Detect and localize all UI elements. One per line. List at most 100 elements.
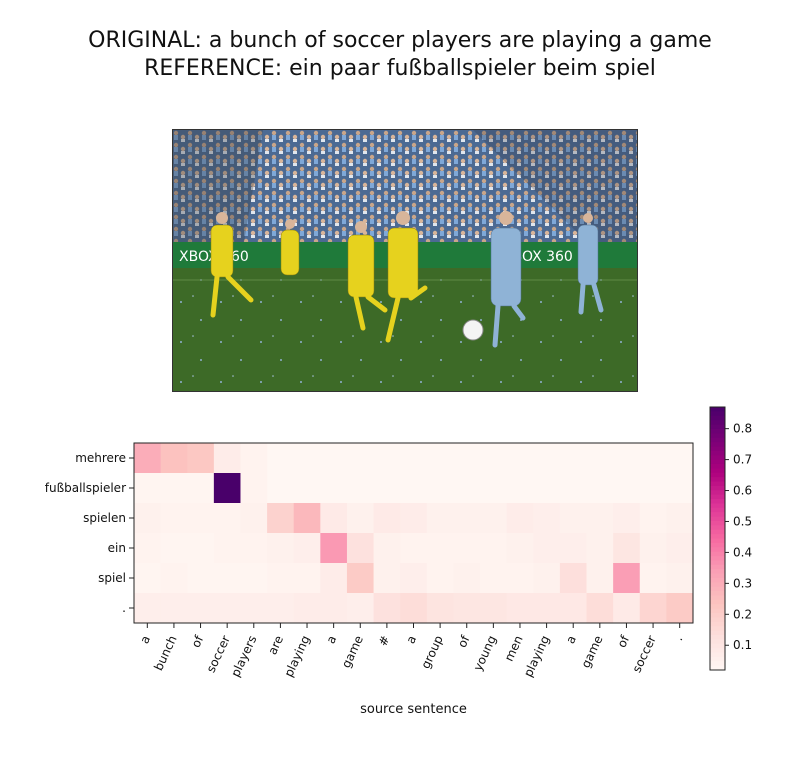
heatmap-cell (240, 563, 268, 594)
colorbar-segment (710, 520, 725, 526)
y-tick-label: mehrere (75, 451, 126, 465)
x-tick-label: a (403, 633, 419, 646)
heatmap-cell (426, 443, 454, 474)
heatmap-cell (426, 533, 454, 564)
colorbar-segment (710, 665, 725, 671)
heatmap-cell (480, 443, 508, 474)
colorbar-tick-label: 0.3 (733, 576, 752, 590)
heatmap-cell (160, 563, 188, 594)
heatmap-cell (187, 473, 215, 504)
heatmap-cell (613, 533, 641, 564)
colorbar-frame (709, 406, 726, 671)
heatmap-cell (586, 443, 614, 474)
x-tick-label: # (376, 633, 393, 648)
heatmap-cell (480, 593, 508, 624)
colorbar-segment (710, 595, 725, 601)
colorbar-segment (710, 472, 725, 478)
colorbar-segment (710, 534, 725, 540)
heatmap-cell (559, 593, 588, 624)
heatmap-cell (160, 533, 188, 564)
heatmap-cell (187, 533, 215, 564)
heatmap-cell (533, 443, 561, 474)
colorbar-segment (710, 525, 725, 531)
y-tick-label: spiel (98, 571, 126, 585)
heatmap-cell (533, 593, 561, 624)
heatmap-cell (213, 563, 241, 594)
heatmap-cell (506, 473, 534, 504)
x-tick-label: . (671, 633, 685, 642)
heatmap-cell (506, 443, 534, 474)
heatmap-cell (293, 443, 321, 474)
colorbar-tick-label: 0.6 (733, 484, 752, 498)
heatmap-cell (400, 593, 428, 624)
x-tick-label: playing (281, 633, 312, 679)
heatmap-cell (160, 503, 188, 534)
heatmap-cell (320, 563, 348, 594)
y-tick-label: ein (108, 541, 126, 555)
colorbar-segment (710, 604, 725, 610)
colorbar-segment (710, 560, 725, 566)
heatmap-cell (453, 533, 481, 564)
heatmap-cell (639, 503, 667, 534)
heatmap-cell (134, 593, 162, 624)
heatmap-cell (373, 503, 401, 534)
heatmap-cell (267, 593, 295, 624)
x-tick-label: of (189, 633, 207, 650)
heatmap-cell (240, 443, 268, 474)
heatmap-cell (346, 593, 375, 624)
heatmap-cell (373, 563, 401, 594)
colorbar-segment (710, 542, 725, 548)
heatmap-cell (613, 443, 641, 474)
heatmap-cell (346, 473, 375, 504)
colorbar-segment (710, 608, 725, 614)
heatmap-cell (480, 473, 508, 504)
colorbar-segment (710, 529, 725, 535)
colorbar-segment (710, 573, 725, 579)
heatmap-cell (373, 443, 401, 474)
x-tick-label: of (615, 633, 633, 650)
colorbar-tick-label: 0.5 (733, 514, 752, 528)
heatmap-cell (639, 593, 667, 624)
colorbar-segment (710, 617, 725, 623)
colorbar-segment (710, 652, 725, 658)
heatmap-cell (666, 563, 694, 594)
colorbar-segment (710, 613, 725, 618)
heatmap-cell (160, 593, 188, 624)
x-tick-label: a (563, 633, 579, 646)
heatmap-cell (346, 443, 375, 474)
colorbar-segment (710, 477, 725, 483)
heatmap-cell (213, 503, 241, 534)
colorbar-segment (710, 499, 725, 505)
colorbar-tick-label: 0.7 (733, 453, 752, 467)
colorbar-segment (710, 446, 725, 452)
heatmap-cell (320, 473, 348, 504)
heatmap-cell (559, 443, 588, 474)
x-tick-label: men (502, 633, 526, 663)
colorbar-segment (710, 459, 725, 465)
colorbar-segment (710, 634, 725, 640)
heatmap-cell (187, 593, 215, 624)
heatmap-cell (559, 473, 588, 504)
colorbar-segment (710, 494, 725, 500)
heatmap-cell (586, 503, 614, 534)
heatmap-cell (613, 593, 641, 624)
heatmap-cell (426, 503, 454, 534)
heatmap-cell (240, 503, 268, 534)
heatmap-cell (267, 473, 295, 504)
colorbar-segment (710, 437, 725, 443)
heatmap-cell (426, 563, 454, 594)
heatmap-cell (320, 503, 348, 534)
colorbar-segment (710, 433, 725, 439)
colorbar-segment (710, 556, 725, 562)
heatmap-cells (134, 443, 694, 624)
heatmap-cell (134, 443, 162, 474)
heatmap-cell (134, 533, 162, 564)
colorbar-segment (710, 582, 725, 588)
colorbar-segment (710, 569, 725, 575)
colorbar-segment (710, 485, 725, 491)
original-caption: ORIGINAL: a bunch of soccer players are … (88, 28, 712, 53)
colorbar-segment (710, 415, 725, 421)
y-tick-label: spielen (83, 511, 126, 525)
heatmap-cell (533, 563, 561, 594)
